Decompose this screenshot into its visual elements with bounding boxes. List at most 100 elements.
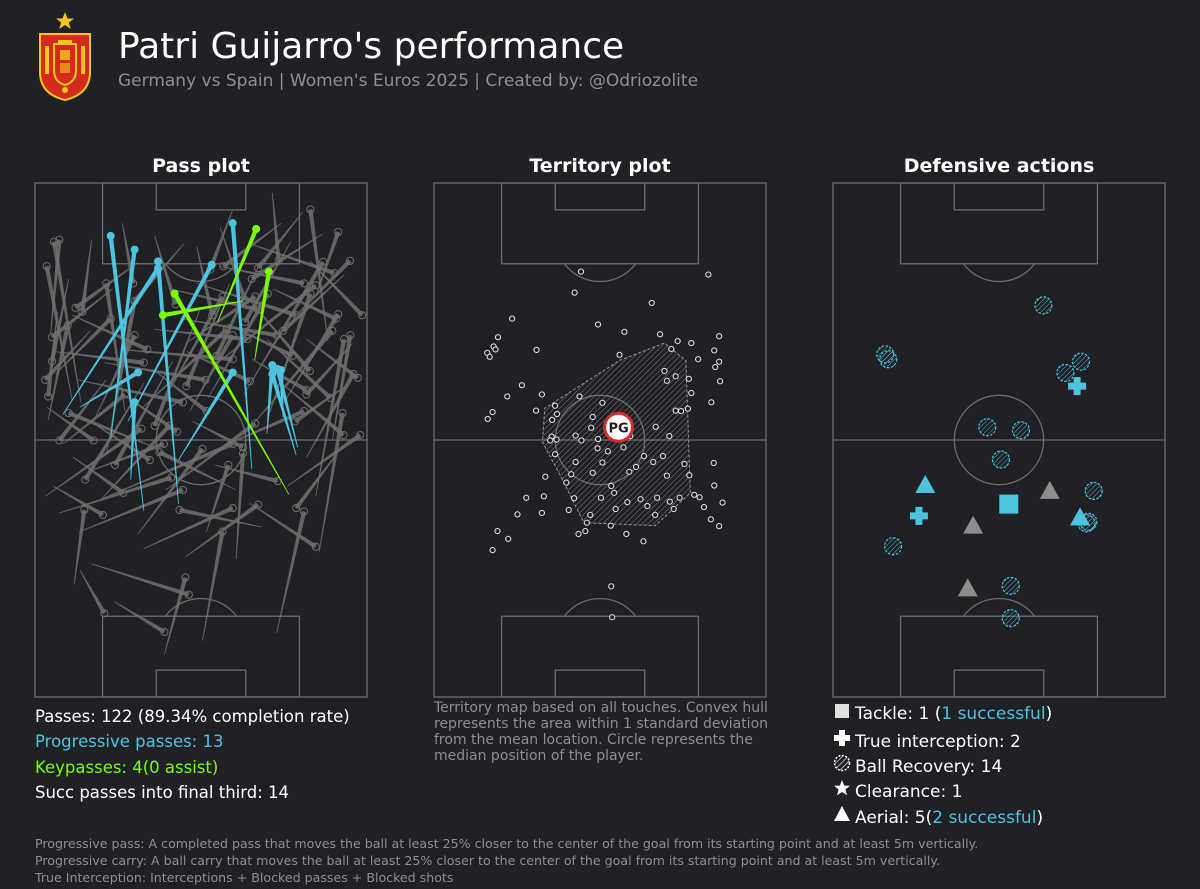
pass-end-marker: [311, 281, 320, 290]
pass-line: [249, 502, 317, 549]
pass-end-marker: [154, 257, 163, 266]
pass-line: [57, 379, 107, 442]
pass-line: [91, 563, 190, 597]
pass-end-marker: [81, 475, 90, 484]
touch-point: [514, 511, 521, 518]
touch-point: [710, 459, 717, 467]
touch-point: [674, 338, 681, 345]
pass-line: [113, 601, 166, 634]
touch-point: [551, 451, 559, 458]
pass-line: [110, 249, 137, 439]
final-third-stat: Succ passes into final third: 14: [35, 783, 290, 802]
pass-line: [78, 487, 184, 533]
touch-point: [607, 522, 614, 529]
touch-point: [691, 491, 698, 498]
pass-end-marker: [134, 368, 143, 377]
pass-end-marker: [170, 289, 179, 298]
bottom-six-yard-box: [155, 669, 247, 698]
touch-point: [666, 498, 673, 505]
pass-end-marker: [100, 609, 109, 618]
ball-recovery-marker: [1001, 609, 1020, 628]
touch-point: [489, 547, 496, 554]
legend-aerial-suffix: ): [1036, 808, 1044, 828]
pass-end-marker: [49, 237, 59, 246]
pass-line: [162, 300, 244, 318]
legend-recovery: Ball Recovery: 14: [833, 754, 1002, 777]
pass-end-marker: [353, 373, 362, 382]
pass-end-marker: [228, 368, 237, 377]
pass-line: [308, 209, 329, 342]
pass-end-marker: [42, 262, 51, 271]
touch-point: [489, 408, 496, 416]
touch-point: [711, 347, 718, 354]
pass-end-marker: [145, 455, 154, 465]
pass-end-marker: [345, 256, 355, 265]
legend-clearance-label: Clearance: 1: [855, 782, 963, 802]
pass-line: [266, 338, 332, 400]
touch-point: [633, 463, 640, 471]
pass-end-marker: [44, 392, 53, 401]
touch-point: [705, 271, 712, 278]
legend-interception: True interception: 2: [833, 729, 1021, 752]
pass-end-marker: [228, 503, 237, 513]
touch-point: [670, 505, 677, 513]
pass-line: [189, 334, 235, 412]
pass-end-marker: [159, 439, 168, 449]
touch-point: [532, 407, 540, 414]
touch-point: [505, 535, 512, 542]
touch-point: [540, 493, 547, 500]
touch-point: [484, 415, 491, 423]
pass-end-marker: [55, 436, 64, 445]
pass-line: [235, 453, 246, 559]
touch-point: [563, 479, 570, 486]
pass-line: [52, 485, 104, 517]
pass-end-marker: [119, 488, 128, 497]
touch-point: [594, 435, 602, 443]
touch-point: [575, 530, 582, 538]
touch-point: [716, 523, 723, 530]
pass-line: [227, 323, 294, 358]
pass-line: [165, 421, 257, 491]
touch-point: [571, 289, 578, 296]
pass-line: [45, 426, 143, 497]
ball-recovery-marker: [1011, 421, 1031, 440]
pass-line: [272, 288, 337, 321]
pitch-markings: [832, 182, 1166, 698]
touch-point: [492, 346, 499, 353]
touch-point: [640, 453, 648, 460]
touch-point: [716, 333, 723, 340]
pass-end-marker: [331, 314, 340, 323]
aerial-marker: [1070, 507, 1091, 526]
pass-line: [79, 370, 140, 408]
ball-recovery-marker: [879, 350, 898, 369]
defensive-series: [909, 377, 1087, 525]
bottom-penalty-arc: [962, 597, 1036, 617]
legend-aerial-label: Aerial: 5(: [855, 808, 933, 828]
pass-line: [158, 450, 237, 491]
pass-end-marker: [251, 419, 260, 428]
defensive-series: [876, 296, 1103, 628]
pass-series: [158, 225, 290, 495]
top-six-yard-box: [953, 182, 1045, 211]
touch-point: [542, 473, 549, 480]
pass-series: [62, 219, 299, 512]
pass-line: [281, 382, 345, 437]
pass-end-marker: [198, 444, 207, 453]
pass-end-marker: [106, 314, 115, 323]
pass-end-marker: [326, 393, 335, 403]
pass-end-marker: [143, 345, 152, 354]
pass-line: [120, 349, 233, 362]
pass-line: [73, 509, 87, 585]
touch-point: [650, 458, 657, 466]
pass-line: [276, 510, 307, 633]
territory-plot-title: Territory plot: [529, 155, 671, 177]
pass-line: [294, 447, 342, 510]
touch-point: [681, 460, 688, 468]
pass-line: [152, 310, 200, 427]
defensive-series: [999, 494, 1019, 514]
pass-end-marker: [346, 331, 355, 340]
pass-line: [55, 317, 113, 375]
pass-end-marker: [178, 398, 188, 407]
pass-line: [281, 274, 345, 333]
pass-line: [172, 292, 290, 495]
